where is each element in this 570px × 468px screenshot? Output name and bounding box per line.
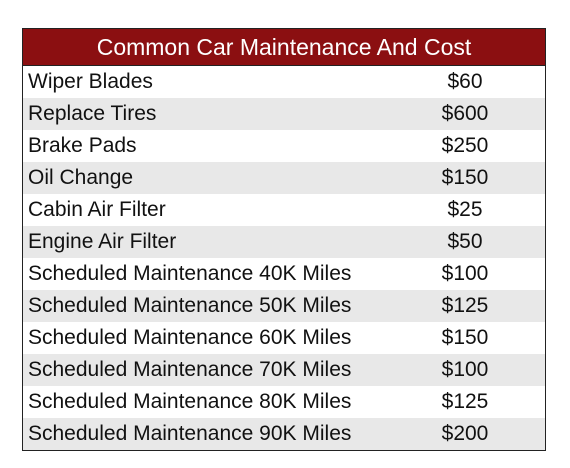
- cost-cell: $25: [447, 198, 483, 221]
- maintenance-item-cell: Scheduled Maintenance 50K Miles: [28, 294, 352, 317]
- table-row: Scheduled Maintenance 80K Miles $125: [23, 386, 545, 418]
- table-row: Replace Tires $600: [23, 98, 545, 130]
- maintenance-item-cell: Scheduled Maintenance 40K Miles: [28, 262, 352, 285]
- cost-cell: $150: [441, 326, 489, 349]
- maintenance-item-cell: Scheduled Maintenance 70K Miles: [28, 358, 352, 381]
- cost-cell: $60: [447, 70, 483, 93]
- maintenance-item-cell: Oil Change: [28, 166, 134, 189]
- maintenance-item-cell: Engine Air Filter: [28, 230, 177, 253]
- cost-cell: $150: [441, 166, 489, 189]
- cost-cell: $125: [441, 390, 489, 413]
- cost-cell: $200: [441, 422, 489, 445]
- table-row: Scheduled Maintenance 70K Miles $100: [23, 354, 545, 386]
- cost-cell: $100: [441, 262, 489, 285]
- table-row: Scheduled Maintenance 40K Miles $100: [23, 258, 545, 290]
- table-row: Cabin Air Filter $25: [23, 194, 545, 226]
- maintenance-item-cell: Scheduled Maintenance 60K Miles: [28, 326, 352, 349]
- maintenance-item-cell: Brake Pads: [28, 134, 137, 157]
- cost-cell: $125: [441, 294, 489, 317]
- maintenance-item-cell: Replace Tires: [28, 102, 157, 125]
- maintenance-item-cell: Scheduled Maintenance 90K Miles: [28, 422, 352, 445]
- cost-cell: $100: [441, 358, 489, 381]
- table-row: Scheduled Maintenance 60K Miles $150: [23, 322, 545, 354]
- cost-cell: $600: [441, 102, 489, 125]
- table-row: Scheduled Maintenance 90K Miles $200: [23, 418, 545, 450]
- table-row: Engine Air Filter $50: [23, 226, 545, 258]
- table-body: Wiper Blades $60 Replace Tires $600 Brake Pa…: [23, 66, 545, 450]
- table-row: Scheduled Maintenance 50K Miles $125: [23, 290, 545, 322]
- cost-cell: $50: [447, 230, 483, 253]
- table-title: Common Car Maintenance And Cost: [23, 29, 545, 66]
- table-row: Wiper Blades $60: [23, 66, 545, 98]
- maintenance-item-cell: Cabin Air Filter: [28, 198, 166, 221]
- table-row: Brake Pads $250: [23, 130, 545, 162]
- cost-cell: $250: [441, 134, 489, 157]
- maintenance-cost-table: Common Car Maintenance And Cost Wiper Bl…: [22, 28, 546, 451]
- maintenance-item-cell: Scheduled Maintenance 80K Miles: [28, 390, 352, 413]
- maintenance-item-cell: Wiper Blades: [28, 70, 153, 93]
- table-row: Oil Change $150: [23, 162, 545, 194]
